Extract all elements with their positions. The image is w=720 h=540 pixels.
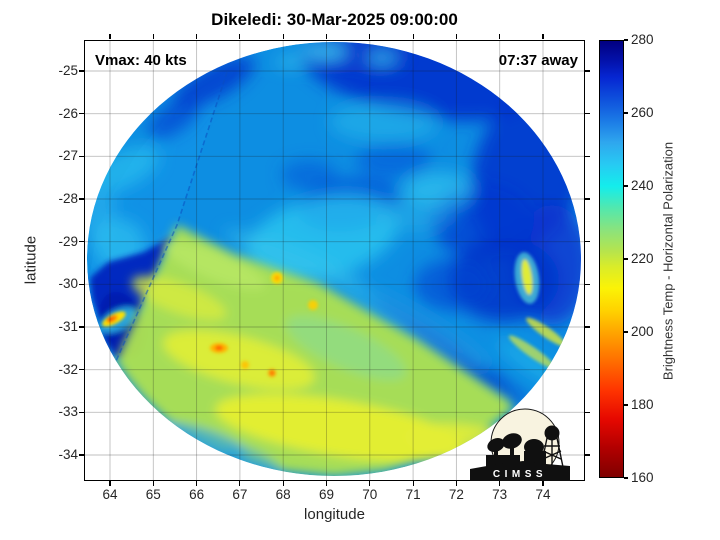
colorbar-tick	[624, 404, 628, 406]
colorbar-tick	[624, 258, 628, 260]
scan-seam	[115, 71, 228, 362]
x-tick	[325, 481, 328, 486]
colorbar-tick-label: 260	[631, 105, 654, 120]
colorbar-tick	[624, 331, 628, 333]
y-tick	[79, 454, 84, 456]
x-tick	[499, 481, 501, 486]
x-tick-label: 66	[189, 487, 205, 502]
cimss-logo-silhouette	[470, 425, 570, 481]
y-tick-label: -26	[58, 105, 78, 121]
colorbar-tick	[624, 477, 628, 479]
y-tick	[79, 411, 84, 413]
y-tick-label: -33	[58, 404, 78, 420]
x-tick-label: 65	[145, 487, 161, 502]
x-tick-label: 67	[232, 487, 248, 502]
x-tick-top	[152, 34, 154, 39]
x-tick-label: 72	[448, 487, 464, 502]
y-tick-label: -27	[58, 148, 78, 164]
x-tick-top	[412, 34, 414, 39]
vmax-annotation: Vmax: 40 kts	[95, 52, 187, 69]
y-tick-right	[585, 241, 590, 243]
y-tick	[79, 155, 84, 157]
colorbar-tick-label: 200	[631, 324, 654, 339]
x-tick	[412, 481, 414, 486]
x-tick-label: 71	[405, 487, 421, 502]
x-axis-label: longitude	[304, 506, 365, 523]
x-tick-top	[369, 34, 371, 39]
x-tick	[369, 481, 371, 486]
x-tick-label: 74	[535, 487, 551, 502]
y-tick-right	[585, 198, 590, 200]
grid	[84, 40, 585, 481]
x-tick-top	[196, 34, 198, 39]
y-tick	[79, 70, 84, 72]
y-tick	[79, 369, 84, 371]
y-tick-right	[585, 155, 590, 157]
x-tick	[282, 481, 284, 486]
y-tick-label: -30	[58, 276, 78, 292]
time-away-annotation: 07:37 away	[498, 52, 578, 69]
y-tick	[79, 198, 84, 200]
y-tick-label: -32	[58, 361, 78, 377]
cimss-logo: CIMSS	[470, 408, 570, 481]
x-tick-label: 69	[318, 487, 335, 502]
colorbar-tick	[624, 112, 628, 114]
x-tick-top	[542, 34, 544, 39]
colorbar	[599, 40, 624, 478]
plot-title: Dikeledi: 30-Mar-2025 09:00:00	[211, 10, 458, 29]
x-tick-label: 73	[492, 487, 508, 502]
colorbar-tick	[624, 185, 628, 187]
y-tick-label: -31	[58, 319, 78, 334]
x-tick-top	[455, 34, 457, 39]
hotspots	[102, 252, 566, 377]
y-tick-right	[585, 454, 590, 456]
x-tick-label: 70	[362, 487, 378, 502]
water-tower-icon	[544, 425, 560, 441]
y-tick	[79, 283, 84, 285]
y-tick	[79, 241, 84, 243]
colorbar-tick	[624, 39, 628, 41]
y-tick-right	[585, 326, 590, 328]
cimss-logo-text: CIMSS	[493, 469, 547, 480]
colorbar-tick-label: 180	[631, 397, 654, 412]
y-tick-label: -25	[58, 63, 78, 78]
colorbar-tick-label: 240	[631, 178, 654, 193]
x-tick-label: 68	[275, 487, 291, 502]
colorbar-tick-label: 220	[631, 251, 654, 266]
y-tick-label: -34	[58, 447, 78, 462]
x-tick-top	[239, 34, 241, 39]
x-tick	[455, 481, 457, 486]
warm-band	[116, 225, 534, 476]
x-tick-top	[282, 34, 284, 39]
x-tick	[196, 481, 198, 486]
x-tick	[109, 481, 111, 486]
y-tick-right	[585, 369, 590, 371]
x-tick	[542, 481, 544, 486]
x-tick-label: 64	[102, 487, 118, 502]
x-tick	[239, 481, 241, 486]
satellite-swath-image	[84, 40, 585, 481]
y-tick-label: -29	[58, 233, 78, 249]
x-tick-top	[499, 34, 501, 39]
y-tick-right	[585, 283, 590, 285]
colorbar-tick-label: 160	[631, 470, 654, 485]
y-tick	[79, 326, 84, 328]
x-tick	[152, 481, 154, 486]
y-tick	[79, 113, 84, 115]
x-tick-top	[325, 34, 328, 39]
colorbar-tick-label: 280	[631, 32, 654, 47]
y-tick-right	[585, 113, 590, 115]
y-axis-label: latitude	[22, 235, 40, 285]
y-tick-right	[585, 70, 590, 72]
y-tick-right	[585, 411, 590, 413]
x-tick-top	[109, 34, 111, 39]
y-tick-label: -28	[58, 191, 78, 206]
